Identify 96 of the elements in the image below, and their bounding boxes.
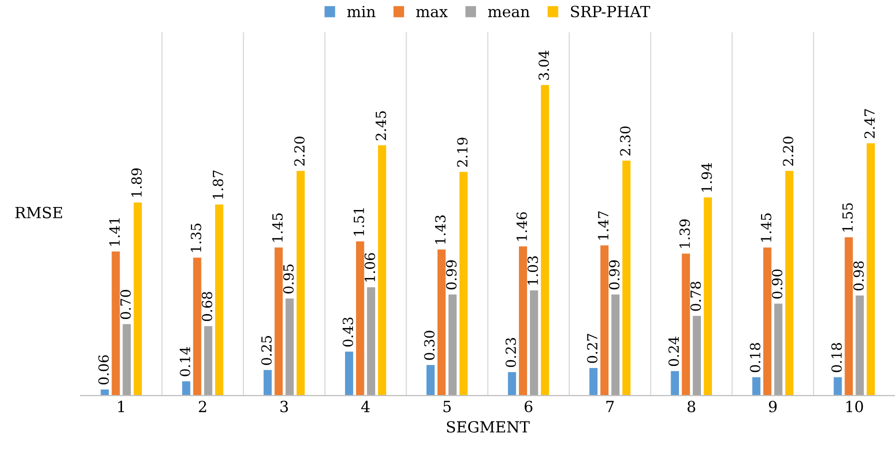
bar — [122, 324, 131, 396]
data-label: 2.45 — [376, 111, 386, 140]
data-label: 1.47 — [598, 211, 608, 240]
bar — [274, 247, 283, 396]
bar — [856, 295, 864, 396]
bar — [193, 258, 202, 396]
data-label: 1.43 — [435, 215, 446, 244]
data-label: 2.20 — [782, 136, 794, 166]
bar — [264, 370, 272, 396]
data-label: 0.43 — [342, 318, 354, 347]
bar — [866, 143, 875, 396]
x-tick-label: 6 — [524, 400, 532, 412]
legend-label: max — [416, 8, 448, 18]
data-label: 1.51 — [354, 208, 364, 236]
bar — [286, 298, 294, 396]
data-label: 1.03 — [528, 256, 538, 285]
bar — [518, 246, 528, 396]
legend-label: mean — [488, 8, 530, 18]
bar — [834, 377, 842, 396]
bar — [215, 204, 224, 396]
bar — [204, 326, 212, 396]
bar — [530, 290, 538, 396]
bar — [356, 241, 364, 396]
bar — [540, 85, 550, 396]
data-label: 0.18 — [831, 343, 842, 372]
data-label: 0.98 — [853, 261, 864, 290]
data-label: 1.45 — [760, 213, 772, 242]
data-label: 0.06 — [98, 355, 109, 384]
bar — [112, 252, 120, 396]
data-label: 0.24 — [668, 336, 679, 366]
bar — [752, 377, 760, 396]
data-label: 1.41 — [109, 218, 120, 246]
data-label: 0.70 — [120, 290, 131, 319]
bar — [437, 249, 446, 396]
data-label: 1.87 — [212, 170, 224, 199]
x-tick-label: 2 — [198, 400, 206, 412]
data-label: 2.30 — [620, 126, 630, 156]
data-label: 0.68 — [202, 292, 212, 322]
bar — [367, 287, 376, 396]
bar — [774, 304, 782, 396]
data-label: 2.20 — [294, 136, 305, 166]
x-tick-label: 10 — [846, 400, 863, 412]
data-label: 0.99 — [446, 260, 457, 290]
bar — [670, 371, 679, 396]
data-label: 0.95 — [283, 264, 294, 294]
bar — [345, 352, 354, 396]
data-label: 0.99 — [608, 260, 620, 290]
x-tick-label: 3 — [280, 400, 288, 412]
bar — [763, 247, 772, 396]
legend-label: min — [347, 6, 376, 18]
x-axis-title: SEGMENT — [446, 421, 530, 433]
data-label: 1.39 — [679, 219, 690, 248]
data-label: 0.14 — [180, 346, 190, 376]
x-tick-label: 5 — [443, 400, 451, 412]
data-label: 0.78 — [690, 282, 701, 311]
x-tick-label: 1 — [118, 400, 124, 412]
data-label: 1.35 — [190, 224, 202, 252]
data-label: 1.94 — [701, 162, 712, 192]
data-label: 1.89 — [131, 168, 142, 197]
bar — [459, 172, 468, 396]
x-tick-label: 9 — [768, 400, 777, 412]
bar — [448, 294, 457, 396]
data-label: 2.47 — [864, 109, 875, 138]
bar — [182, 381, 190, 396]
data-label: 1.45 — [272, 213, 283, 242]
bar — [600, 245, 609, 396]
data-label: 0.23 — [506, 338, 516, 368]
bar — [622, 160, 631, 396]
bar — [611, 294, 620, 396]
data-label: 2.19 — [457, 138, 468, 167]
x-tick-label: 7 — [606, 400, 614, 412]
data-label: 3.04 — [538, 50, 550, 80]
bar — [682, 254, 690, 396]
bar — [426, 364, 435, 396]
bar — [378, 145, 386, 396]
data-label: 0.18 — [750, 343, 760, 372]
bar — [296, 170, 305, 396]
bar — [508, 372, 516, 396]
x-tick-label: 4 — [361, 400, 370, 412]
data-label: 1.55 — [842, 203, 853, 232]
bar — [704, 197, 712, 396]
data-label: 1.06 — [364, 253, 376, 282]
data-label: 0.30 — [424, 330, 435, 360]
x-tick-label: 8 — [688, 400, 696, 412]
bar — [844, 237, 853, 396]
data-label: 0.25 — [261, 336, 272, 365]
bar — [134, 202, 142, 396]
legend-label: SRP-PHAT — [571, 6, 650, 18]
data-label: 0.27 — [586, 334, 598, 363]
bar — [785, 170, 794, 396]
bar — [692, 316, 701, 396]
bar — [589, 368, 598, 396]
bar — [100, 389, 109, 396]
data-label: 0.90 — [772, 269, 782, 299]
y-axis-title: RMSE — [15, 206, 62, 218]
data-label: 1.46 — [516, 212, 528, 241]
